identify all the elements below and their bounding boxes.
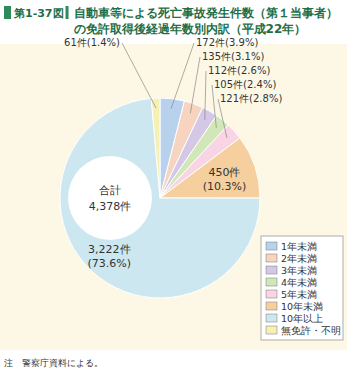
data-label: 172件(3.9%) bbox=[196, 37, 258, 48]
note: 注 警察庁資料による。 bbox=[4, 358, 103, 368]
legend-label: 10年未満 bbox=[281, 301, 323, 312]
data-label: 121件(2.8%) bbox=[220, 93, 282, 104]
leader-line bbox=[171, 43, 194, 109]
legend-swatch bbox=[266, 254, 277, 262]
legend-swatch bbox=[266, 302, 277, 310]
panel bbox=[0, 44, 347, 350]
pie bbox=[60, 98, 260, 298]
label-line: 450件 bbox=[209, 166, 241, 179]
title-line: の免許取得後経過年数別内訳（平成22年） bbox=[74, 22, 307, 36]
pie-slice bbox=[151, 98, 160, 198]
leader-line bbox=[122, 43, 156, 108]
legend-label: 無免許・不明 bbox=[281, 325, 341, 336]
total-value: 4,378件 bbox=[89, 200, 132, 213]
legend-label: 10年以上 bbox=[281, 313, 323, 324]
total-caption: 合計 bbox=[99, 184, 121, 197]
legend-label: 2年未満 bbox=[281, 253, 317, 264]
leader-line bbox=[205, 71, 206, 120]
legend-label: 3年未満 bbox=[281, 265, 317, 276]
data-label: 135件(3.1%) bbox=[202, 51, 264, 62]
leader-line bbox=[218, 99, 227, 138]
legend-label: 5年未満 bbox=[281, 289, 317, 300]
data-label: 105件(2.4%) bbox=[214, 79, 276, 90]
legend-box bbox=[261, 236, 343, 340]
legend-swatch bbox=[266, 290, 277, 298]
chart-root: 第1-37図自動車等による死亡事故発生件数（第１当事者） の免許取得後経過年数別内… bbox=[0, 0, 347, 377]
pie-slice bbox=[60, 98, 260, 298]
legend: 1年未満2年未満3年未満4年未満5年未満10年未満10年以上無免許・不明 bbox=[261, 236, 343, 340]
legend-swatch bbox=[266, 266, 277, 274]
label-line: (73.6%) bbox=[88, 257, 132, 270]
legend-label: 4年未満 bbox=[281, 277, 317, 288]
title-line: 自動車等による死亡事故発生件数（第１当事者） bbox=[74, 6, 338, 20]
pie-slice bbox=[160, 138, 260, 198]
data-label: 3,222件(73.6%) bbox=[88, 243, 132, 270]
legend-label: 1年未満 bbox=[281, 241, 317, 252]
label-line: (10.3%) bbox=[203, 180, 247, 193]
data-label: 450件(10.3%) bbox=[203, 166, 247, 193]
badge-bar bbox=[66, 6, 69, 19]
figure-label: 第1-37図 bbox=[13, 7, 64, 20]
data-labels: 172件(3.9%) 135件(3.1%) 112件(2.6%) 105件(2.4%)… bbox=[64, 37, 282, 270]
data-label: 112件(2.6%) bbox=[208, 65, 270, 76]
figure-badge: 第1-37図 bbox=[4, 6, 69, 20]
legend-swatch bbox=[266, 314, 277, 322]
legend-swatch bbox=[266, 326, 277, 334]
legend-swatch bbox=[266, 278, 277, 286]
center-hole bbox=[68, 156, 152, 240]
badge-bar bbox=[4, 6, 11, 19]
leader-line bbox=[212, 85, 216, 128]
chart-svg: 第1-37図自動車等による死亡事故発生件数（第１当事者） の免許取得後経過年数別内… bbox=[0, 0, 347, 377]
data-label: 61件(1.4%) bbox=[64, 37, 120, 48]
legend-swatch bbox=[266, 242, 277, 250]
label-line: 3,222件 bbox=[88, 243, 131, 256]
leader-line bbox=[190, 57, 200, 113]
chart-title: 自動車等による死亡事故発生件数（第１当事者） の免許取得後経過年数別内訳（平成22… bbox=[74, 6, 338, 36]
